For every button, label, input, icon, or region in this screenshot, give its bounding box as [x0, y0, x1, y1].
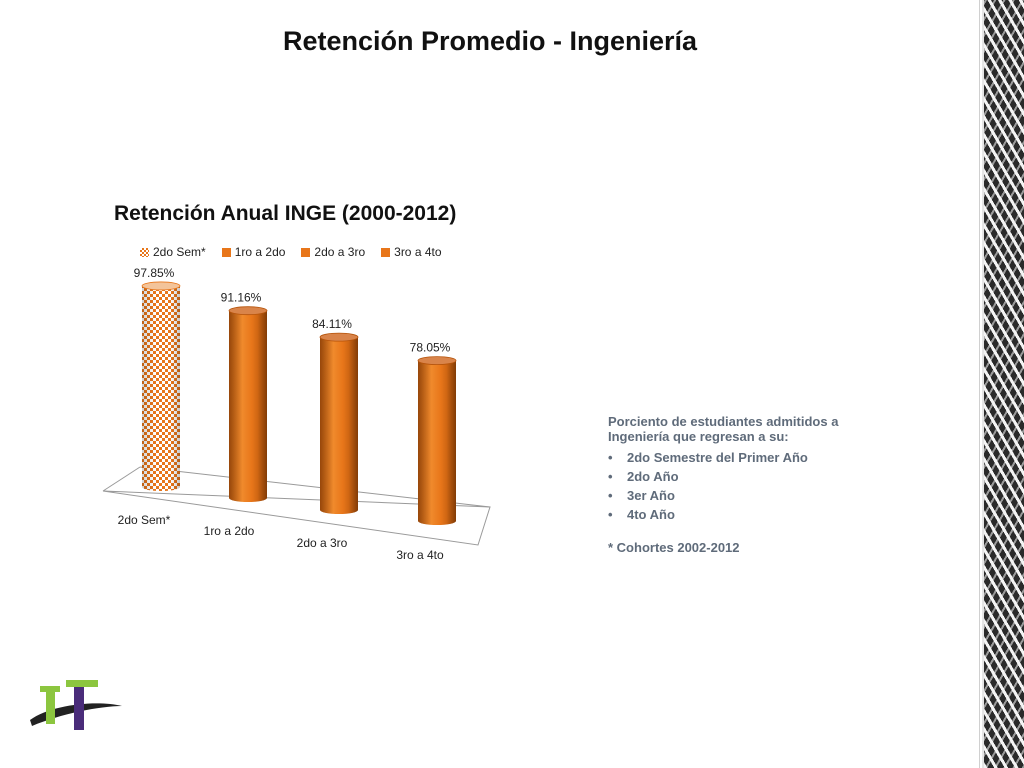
chart-floor-left-edge [102, 466, 141, 492]
slide-title: Retención Promedio - Ingeniería [282, 26, 698, 56]
x-tick-label: 2do a 3ro [297, 536, 348, 550]
bar-top-cap [319, 332, 359, 342]
data-label: 84.11% [312, 317, 352, 331]
legend-swatch-pattern [140, 247, 149, 257]
bar-chart: 97.85% 2do Sem* 91.16% 1ro a 2do 84.11% 2do a… [102, 266, 491, 562]
x-tick-label: 1ro a 2do [204, 524, 255, 538]
list-item: 2do Semestre del Primer Año [608, 448, 848, 467]
legend-swatch [301, 247, 311, 257]
legend-swatch [221, 247, 231, 257]
chart-legend: 2do Sem* 1ro a 2do 2do a 3ro 3ro a 4to [140, 245, 442, 259]
chart-floor [102, 490, 491, 546]
legend-item-1ro-2do: 1ro a 2do [221, 245, 286, 259]
legend-label: 2do Sem* [153, 245, 206, 259]
decorative-side-band [982, 0, 1024, 768]
legend-swatch [381, 247, 391, 257]
data-label: 97.85% [134, 266, 175, 280]
side-panel-note: * Cohortes 2002-2012 [608, 540, 740, 555]
side-panel: Porciento de estudiantes admitidos a Ing… [608, 414, 848, 555]
side-panel-list: 2do Semestre del Primer Año 2do Año 3er … [608, 448, 848, 524]
legend-item-2do-3ro: 2do a 3ro [301, 245, 365, 259]
institution-logo [30, 680, 122, 730]
bar-shading [418, 360, 456, 525]
data-label: 78.05% [410, 341, 451, 355]
bar-top-cap [417, 356, 457, 366]
list-item: 4to Año [608, 505, 848, 524]
list-item: 3er Año [608, 486, 848, 505]
legend-item-3ro-4to: 3ro a 4to [381, 245, 442, 259]
bar-shading [320, 337, 358, 514]
x-tick-label: 3ro a 4to [396, 548, 444, 562]
decorative-divider [979, 0, 980, 768]
bar-top-cap [228, 306, 268, 316]
side-panel-heading: Porciento de estudiantes admitidos a Ing… [608, 414, 839, 444]
bar-shading [229, 310, 267, 502]
legend-label: 2do a 3ro [314, 245, 366, 259]
list-item: 2do Año [608, 467, 848, 486]
x-tick-label: 2do Sem* [118, 513, 171, 527]
bar-shading [142, 285, 180, 491]
data-label: 91.16% [221, 291, 262, 305]
legend-item-2do-sem: 2do Sem* [140, 245, 206, 259]
bar-top-cap [141, 281, 181, 291]
legend-label: 3ro a 4to [394, 245, 442, 259]
chart-title: Retención Anual INGE (2000-2012) [114, 202, 457, 225]
legend-label: 1ro a 2do [234, 245, 286, 259]
